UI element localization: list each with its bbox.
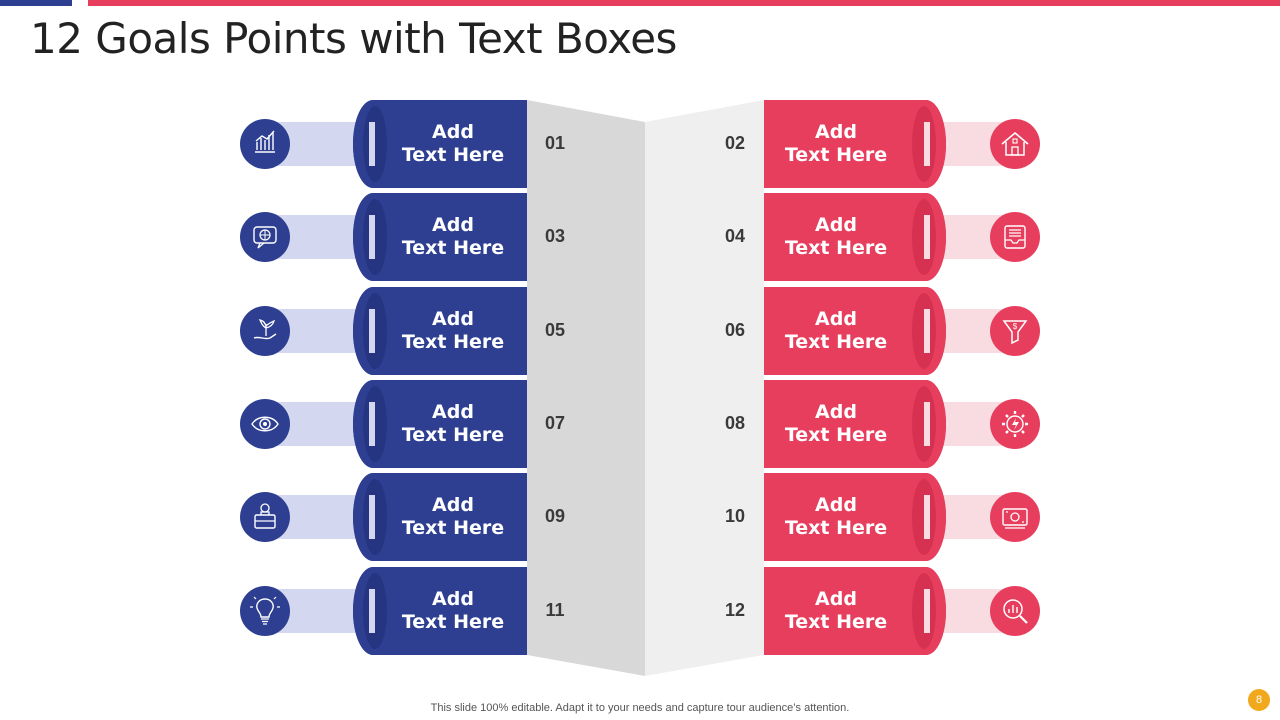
plant-hand-icon — [240, 306, 290, 356]
right-goal-item-12: Add Text Here — [764, 567, 1054, 655]
svg-text:$: $ — [1013, 322, 1018, 331]
money-bill-icon — [990, 492, 1040, 542]
gear-lightning-icon — [990, 399, 1040, 449]
goal-text: Add Text Here — [784, 214, 888, 259]
page-number-badge: 8 — [1248, 689, 1270, 711]
goal-number: 12 — [724, 600, 746, 620]
goal-text: Add Text Here — [401, 588, 505, 633]
goal-number: 01 — [544, 133, 566, 153]
goal-tab-shape — [764, 193, 1026, 281]
globe-chat-icon — [240, 212, 290, 262]
goal-number: 09 — [544, 506, 566, 526]
goal-text: Add Text Here — [784, 494, 888, 539]
goal-text: Add Text Here — [784, 121, 888, 166]
top-accent-bar-red — [88, 0, 1280, 6]
goal-tab-shape — [265, 193, 527, 281]
goal-text: Add Text Here — [401, 308, 505, 353]
lightbulb-icon — [240, 586, 290, 636]
goal-number: 08 — [724, 413, 746, 433]
goal-number: 06 — [724, 320, 746, 340]
inbox-tray-icon — [990, 212, 1040, 262]
goal-number: 02 — [724, 133, 746, 153]
goal-number: 05 — [544, 320, 566, 340]
right-goal-item-02: Add Text Here — [764, 100, 1054, 188]
goal-tab-shape — [265, 567, 527, 655]
left-goal-item-05: Add Text Here — [237, 287, 527, 375]
right-goal-item-06: $ Add Text Here — [764, 287, 1054, 375]
footer-note: This slide 100% editable. Adapt it to yo… — [430, 702, 850, 714]
goal-text: Add Text Here — [401, 494, 505, 539]
goal-number: 10 — [724, 506, 746, 526]
goal-text: Add Text Here — [784, 401, 888, 446]
goal-tab-shape — [265, 100, 527, 188]
goal-text: Add Text Here — [784, 588, 888, 633]
goal-text: Add Text Here — [401, 401, 505, 446]
left-goal-item-11: Add Text Here — [237, 567, 527, 655]
top-accent-bar-blue — [0, 0, 72, 6]
goal-number: 11 — [545, 600, 565, 620]
goal-number: 03 — [544, 226, 566, 246]
goal-text: Add Text Here — [784, 308, 888, 353]
goal-tab-shape — [764, 100, 1026, 188]
right-goal-item-04: Add Text Here — [764, 193, 1054, 281]
slide-title: 12 Goals Points with Text Boxes — [30, 14, 677, 63]
house-icon — [990, 119, 1040, 169]
goal-tab-shape — [764, 473, 1026, 561]
goal-text: Add Text Here — [401, 121, 505, 166]
right-goal-item-10: Add Text Here — [764, 473, 1054, 561]
goal-number: 07 — [544, 413, 566, 433]
left-goal-item-01: Add Text Here — [237, 100, 527, 188]
goal-number: 04 — [724, 226, 746, 246]
left-goal-item-09: Add Text Here — [237, 473, 527, 561]
businessman-briefcase-icon — [240, 492, 290, 542]
right-goal-item-08: Add Text Here — [764, 380, 1054, 468]
goal-tab-shape — [764, 380, 1026, 468]
eye-icon — [240, 399, 290, 449]
goal-tab-shape — [265, 473, 527, 561]
magnify-chart-icon — [990, 586, 1040, 636]
left-goal-item-03: Add Text Here — [237, 193, 527, 281]
goal-tab-shape — [764, 287, 1026, 375]
bar-chart-icon — [240, 119, 290, 169]
dollar-funnel-icon: $ — [990, 306, 1040, 356]
left-goal-item-07: Add Text Here — [237, 380, 527, 468]
goal-text: Add Text Here — [401, 214, 505, 259]
